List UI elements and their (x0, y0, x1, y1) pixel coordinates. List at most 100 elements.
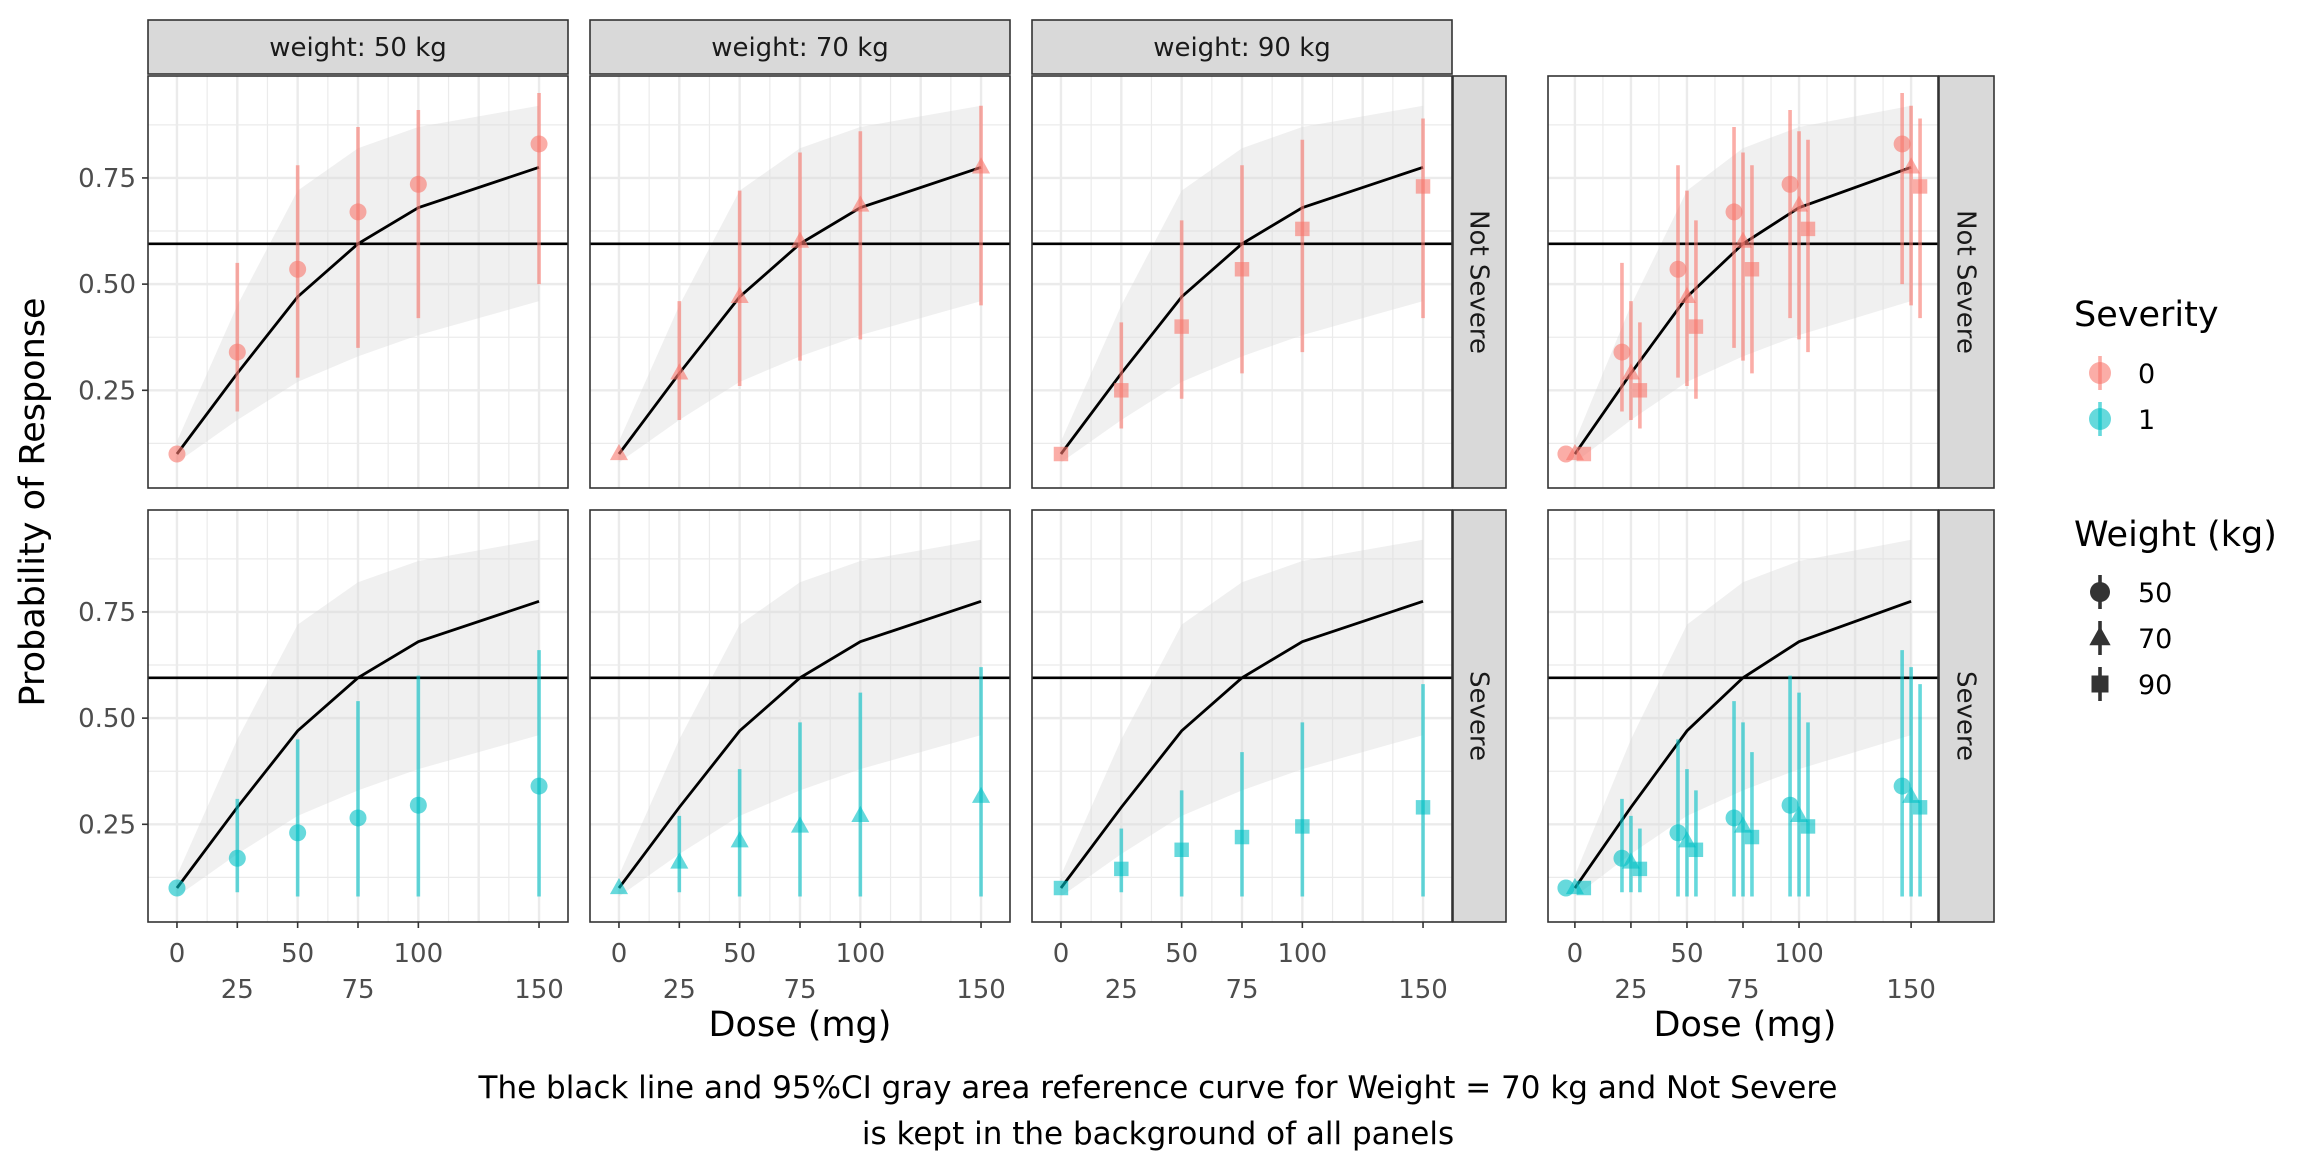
panel-border (1031, 75, 1453, 489)
legend-key-weight-point (2090, 582, 2110, 602)
x-tick-label: 0 (169, 939, 186, 969)
point-sev1-w50 (228, 849, 246, 867)
point-sev0-w70 (971, 157, 991, 174)
reference-curve (617, 599, 982, 889)
legend-key-severity-point (2089, 408, 2111, 430)
point-sev0-w70 (1733, 231, 1753, 248)
panel-border (147, 75, 569, 489)
point-sev0-w70 (1621, 363, 1640, 380)
point-sev0-w50 (1781, 175, 1799, 193)
legend-title-severity: Severity (2074, 295, 2219, 335)
panel-r2-c4 (1547, 509, 1939, 923)
row-strip (1938, 509, 1995, 923)
reference-curve (175, 165, 540, 455)
legend-label-weight: 90 (2138, 670, 2172, 701)
point-sev1-w90 (1174, 842, 1189, 858)
legend: Severity 0 1 Weight (kg) 50 70 90 (2074, 295, 2277, 701)
point-sev0-w90 (1912, 179, 1928, 194)
point-sev1-w90 (1234, 829, 1250, 845)
point-sev0-w50 (1669, 260, 1687, 278)
y-tick-label: 0.75 (78, 598, 136, 628)
point-sev1-w70 (1789, 805, 1809, 822)
y-tick-label: 0.50 (78, 270, 136, 300)
y-axis-title: Probability of Response (13, 297, 53, 706)
panel-r1-c1 (147, 75, 569, 489)
x-axis-title-grid: Dose (mg) (709, 1005, 892, 1045)
point-sev0-w90 (1800, 221, 1816, 237)
x-tick-label: 50 (1165, 939, 1198, 969)
caption-line-1: The black line and 95%CI gray area refer… (478, 1070, 1838, 1106)
facet-strips: weight: 50 kg weight: 70 kg weight: 90 kg N… (147, 19, 1995, 923)
legend-key-weight-point (2089, 626, 2111, 646)
point-sev1-w70 (730, 831, 749, 848)
reference-curve (617, 165, 982, 455)
point-sev0-w90 (1688, 319, 1704, 334)
axis-ticks: 0.25 0.50 0.75 0.25 0.50 0.75 0 50 100 25 75 0 50 100… (78, 164, 1936, 1005)
panel-border (589, 75, 1011, 489)
point-sev1-w90 (1576, 880, 1592, 896)
reference-curve (175, 599, 540, 889)
reference-curve (1059, 165, 1424, 455)
point-sev1-w90 (1744, 829, 1760, 845)
x-tick-label: 0 (1053, 939, 1070, 969)
x-tick-label: 75 (1225, 975, 1258, 1005)
column-strip-label: weight: 50 kg (269, 33, 447, 63)
x-tick-label: 100 (1278, 939, 1328, 969)
point-sev1-w70 (609, 878, 629, 895)
panels (147, 75, 1939, 923)
x-tick-label: 0 (611, 939, 628, 969)
panel-r2-c1 (147, 509, 569, 923)
point-sev0-w90 (1415, 179, 1431, 194)
column-strip-label: weight: 90 kg (1153, 33, 1331, 63)
x-tick-label: 75 (1726, 975, 1759, 1005)
row-strip (1452, 75, 1507, 489)
x-tick-label: 50 (281, 939, 314, 969)
point-sev1-w70 (670, 852, 689, 869)
panel-r2-c2 (589, 509, 1011, 923)
point-sev0-w50 (1893, 135, 1911, 153)
point-sev0-w50 (409, 175, 427, 193)
row-strip-label: Not Severe (1951, 210, 1981, 354)
point-sev1-w50 (168, 879, 186, 897)
x-tick-label: 75 (783, 975, 816, 1005)
point-sev0-w50 (530, 135, 548, 153)
row-strip-label: Not Severe (1464, 210, 1494, 354)
y-tick-label: 0.25 (78, 376, 136, 406)
y-tick-label: 0.50 (78, 704, 136, 734)
x-axis-title-overlay: Dose (mg) (1654, 1005, 1837, 1045)
x-tick-label: 100 (836, 939, 886, 969)
point-sev1-w90 (1912, 800, 1928, 815)
point-sev1-w70 (851, 805, 870, 822)
panel-border (1547, 75, 1939, 489)
point-sev0-w90 (1174, 319, 1189, 334)
point-sev0-w50 (289, 260, 307, 278)
x-tick-label: 50 (1670, 939, 1703, 969)
legend-key-weight-point (2091, 675, 2109, 693)
legend-label-severity: 1 (2138, 405, 2155, 436)
legend-label-severity: 0 (2138, 359, 2155, 390)
point-sev0-w50 (349, 203, 367, 221)
point-sev1-w50 (349, 809, 367, 827)
point-sev0-w90 (1295, 221, 1310, 237)
point-sev0-w50 (168, 445, 186, 463)
reference-curve (1059, 599, 1424, 889)
legend-label-weight: 70 (2138, 624, 2172, 655)
legend-title-weight: Weight (kg) (2074, 515, 2277, 555)
point-sev1-w70 (971, 786, 991, 803)
point-sev1-w50 (1893, 777, 1911, 795)
point-sev0-w70 (670, 363, 689, 380)
y-tick-label: 0.25 (78, 810, 136, 840)
point-sev0-w70 (790, 231, 810, 248)
point-sev0-w90 (1114, 383, 1129, 398)
reference-ci-ribbon (618, 539, 982, 897)
x-tick-label: 100 (394, 939, 444, 969)
x-tick-label: 150 (1398, 975, 1448, 1005)
point-sev1-w90 (1114, 861, 1129, 877)
point-sev0-w90 (1576, 446, 1592, 462)
x-tick-label: 0 (1567, 939, 1584, 969)
point-sev0-w50 (228, 343, 246, 361)
point-sev1-w90 (1295, 819, 1310, 834)
point-sev1-w50 (1725, 809, 1743, 827)
x-tick-label: 50 (723, 939, 756, 969)
